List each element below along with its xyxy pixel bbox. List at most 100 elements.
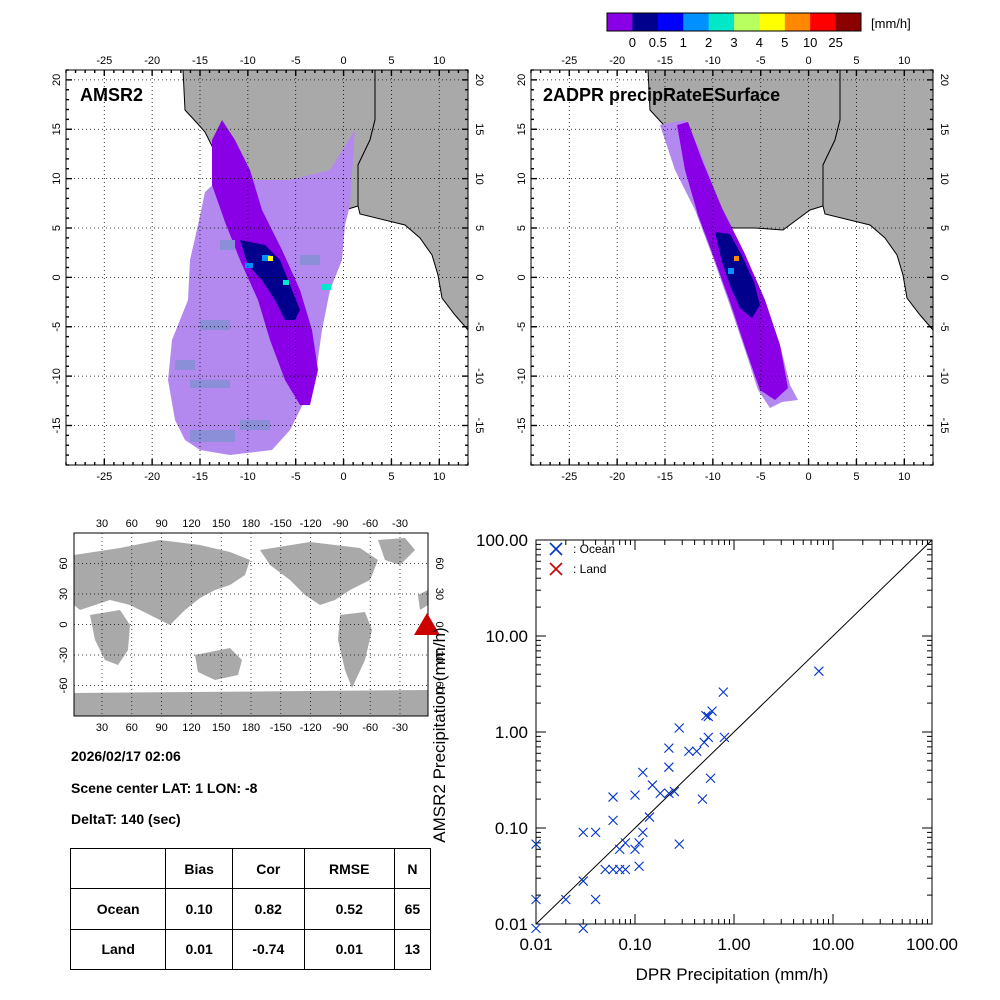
lat-tick-label-right: 20	[473, 74, 485, 86]
colorbar-segment	[784, 13, 811, 31]
map-dpr-swath	[660, 120, 798, 408]
lat-tick-label-right: 20	[938, 74, 950, 86]
stats-cell: 0.01	[303, 928, 395, 971]
world-lon-label-top: 30	[96, 518, 108, 530]
world-lat-label-right: 30	[433, 588, 445, 600]
data-point-ocean	[608, 815, 618, 826]
stats-cell: Land	[69, 928, 167, 971]
colorbar: [mm/h] 0 0.5 1 2 3 4 5 10 25	[606, 12, 911, 50]
world-lat-label-right: 60	[433, 557, 445, 569]
world-lon-label-top: 180	[242, 518, 260, 530]
scatter-points	[531, 666, 824, 934]
colorbar-segment	[759, 13, 786, 31]
datetime-label: 2026/02/17 02:06	[71, 748, 181, 764]
map-amsr2: -25 -25 -20 -20 -15 -15 -10 -10 -5 -5 0 0 5 5 10 10 20 20…	[51, 55, 485, 483]
data-point-ocean	[630, 790, 640, 801]
data-point-ocean	[700, 710, 711, 721]
colorbar-segment	[683, 13, 710, 31]
delta-t-label: DeltaT: 140 (sec)	[71, 811, 181, 827]
lon-tick-label-bottom: 0	[341, 471, 347, 483]
lat-tick-label-left: 20	[516, 74, 528, 86]
lat-tick-label-right: 0	[473, 274, 485, 280]
data-point-ocean	[705, 773, 716, 784]
x-axis-label: DPR Precipitation (mm/h)	[636, 965, 829, 984]
scatter-plot: 0.010.01 0.10 0.10 1.00 1.00 10.00 10.00 100.00…	[430, 531, 958, 984]
world-lon-label-bottom: -120	[300, 722, 322, 734]
world-lon-label-bottom: 60	[126, 722, 138, 734]
lon-tick-label-top: 5	[388, 55, 394, 67]
world-lon-label-top: -60	[362, 518, 378, 530]
colorbar-tick-label: 0.5	[649, 35, 667, 50]
scatter-ticks: 0.010.01 0.10 0.10 1.00 1.00 10.00 10.00 100.00…	[476, 531, 958, 954]
lat-tick-label-right: 10	[938, 173, 950, 185]
data-point-ocean	[630, 844, 640, 855]
one-to-one-line	[535, 539, 933, 925]
stats-table: Bias Cor RMSE N Ocean 0.10 0.82 0.52 65 …	[69, 847, 432, 971]
colorbar-segment	[810, 13, 837, 31]
data-point-ocean	[644, 812, 655, 822]
lon-tick-label-bottom: -25	[561, 471, 577, 483]
data-point-ocean	[669, 786, 680, 797]
world-lon-label-top: -150	[270, 518, 292, 530]
lon-tick-label-top: -20	[144, 55, 160, 67]
lon-tick-label-top: -10	[705, 55, 721, 67]
y-tick-label: 0.10	[495, 819, 528, 838]
lon-tick-label-bottom: -20	[609, 471, 625, 483]
colorbar-unit: [mm/h]	[871, 16, 911, 31]
legend-label: : Ocean	[573, 542, 615, 556]
data-point-ocean	[578, 923, 589, 934]
data-point-ocean	[674, 839, 685, 849]
legend-label: : Land	[573, 562, 606, 576]
lat-tick-label-left: -15	[51, 418, 63, 434]
data-point-ocean	[578, 827, 589, 838]
y-tick-label: 100.00	[476, 531, 528, 550]
lat-tick-label-left: 5	[516, 225, 528, 231]
world-lon-label-top: 60	[126, 518, 138, 530]
data-point-ocean	[664, 743, 674, 753]
stats-header-empty	[69, 847, 167, 890]
colorbar-segment	[657, 13, 684, 31]
world-map-land	[74, 538, 428, 716]
map-dpr-gridlines	[531, 70, 933, 465]
world-lon-label-top: -90	[332, 518, 348, 530]
lat-tick-label-right: 5	[473, 225, 485, 231]
stats-header-rmse: RMSE	[303, 847, 395, 890]
data-point-ocean	[637, 827, 648, 838]
data-point-ocean	[718, 687, 729, 698]
data-point-ocean	[600, 864, 611, 875]
world-map-gridlines	[74, 533, 428, 716]
x-tick-label: 10.00	[812, 935, 855, 954]
lon-tick-label-bottom: -10	[705, 471, 721, 483]
stats-row-land: Land 0.01 -0.74 0.01 13	[69, 928, 432, 971]
data-point-ocean	[560, 894, 571, 905]
lon-tick-label-bottom: -5	[756, 471, 766, 483]
data-point-ocean	[608, 792, 618, 802]
lat-tick-label-left: -10	[516, 368, 528, 384]
lon-tick-label-bottom: 10	[433, 471, 445, 483]
lon-tick-label-bottom: -25	[96, 471, 112, 483]
world-lon-label-top: -120	[300, 518, 322, 530]
world-lat-label-left: -30	[58, 647, 70, 663]
stats-header-bias: Bias	[165, 847, 233, 890]
scene-center-label: Scene center LAT: 1 LON: -8	[71, 780, 258, 796]
data-point-ocean	[707, 706, 717, 717]
y-tick-label: 1.00	[495, 723, 528, 742]
lon-tick-label-bottom: -15	[657, 471, 673, 483]
data-point-ocean	[813, 666, 824, 677]
data-point-ocean	[664, 762, 674, 773]
lat-tick-label-left: 15	[51, 123, 63, 135]
data-point-ocean	[634, 837, 644, 848]
y-tick-label: 10.00	[485, 627, 528, 646]
data-point-ocean	[674, 723, 685, 733]
map-amsr2-gridlines	[66, 70, 468, 465]
colorbar-segment	[607, 13, 633, 31]
lat-tick-label-right: -5	[473, 322, 485, 332]
data-point-ocean	[637, 767, 648, 778]
map-amsr2-precip-field	[168, 120, 355, 455]
data-point-ocean	[590, 827, 601, 838]
world-lon-label-bottom: -90	[332, 722, 348, 734]
world-lon-label-top: 120	[182, 518, 200, 530]
colorbar-tick-label: 10	[803, 35, 817, 50]
world-lat-label-left: 60	[58, 557, 70, 569]
